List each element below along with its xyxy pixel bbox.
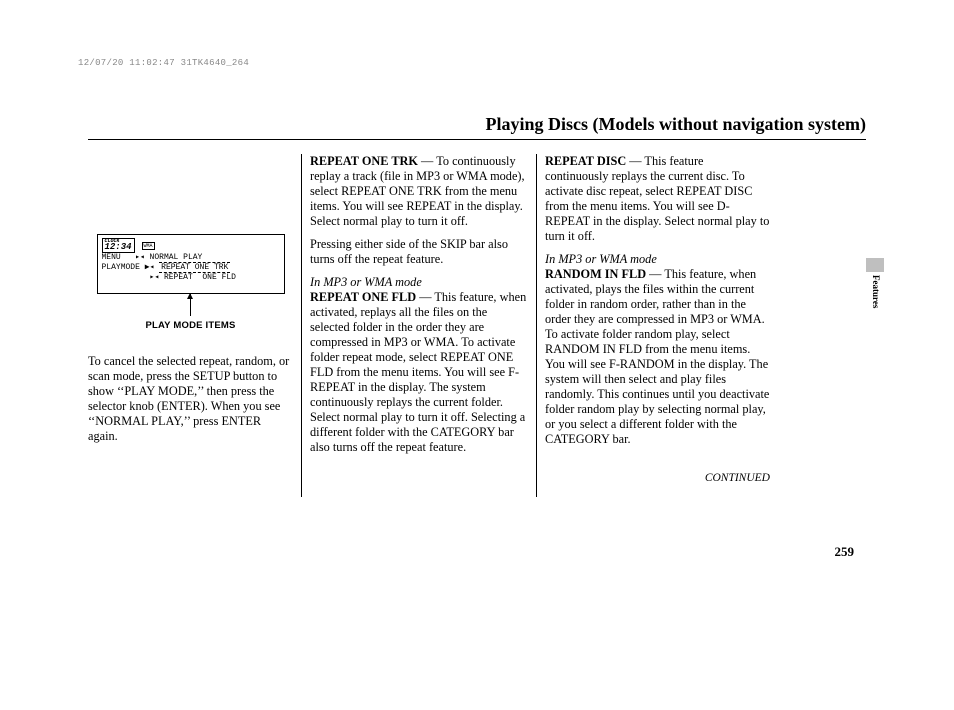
menu-highlight: REPEAT ONE TRK bbox=[159, 262, 230, 273]
column-2: REPEAT ONE TRK — To continuously replay … bbox=[301, 154, 536, 497]
display-figure: CLOCK12:34 WMA MENU ▸◂ NORMAL PLAY PLAYM… bbox=[88, 234, 293, 332]
col2-body3: — This feature, when activated, replays … bbox=[310, 290, 526, 454]
section-tab: Features bbox=[866, 258, 884, 318]
col3-body2: — This feature, when activated, plays th… bbox=[545, 267, 769, 446]
heading-random-in-fld: RANDOM IN FLD bbox=[545, 267, 646, 281]
col3-block2: RANDOM IN FLD — This feature, when activ… bbox=[545, 267, 770, 447]
callout-arrow bbox=[88, 294, 293, 316]
col2-block1: REPEAT ONE TRK — To continuously replay … bbox=[310, 154, 528, 229]
column-1: CLOCK12:34 WMA MENU ▸◂ NORMAL PLAY PLAYM… bbox=[88, 154, 301, 497]
heading-repeat-one-fld: REPEAT ONE FLD bbox=[310, 290, 416, 304]
column-3: REPEAT DISC — This feature continuously … bbox=[536, 154, 770, 497]
col3-block1: REPEAT DISC — This feature continuously … bbox=[545, 154, 770, 244]
page-number: 259 bbox=[835, 544, 855, 560]
heading-repeat-disc: REPEAT DISC bbox=[545, 154, 626, 168]
menu-label: MENU bbox=[102, 253, 121, 262]
col2-note1: In MP3 or WMA mode bbox=[310, 275, 528, 290]
figure-caption: PLAY MODE ITEMS bbox=[88, 320, 293, 332]
clock-time: 12:34 bbox=[105, 242, 132, 252]
menu-repeat-fld: REPEAT ONE FLD bbox=[164, 273, 236, 282]
playmode-label: PLAYMODE bbox=[102, 263, 140, 272]
clock-box: CLOCK12:34 bbox=[102, 238, 135, 253]
audio-display: CLOCK12:34 WMA MENU ▸◂ NORMAL PLAY PLAYM… bbox=[97, 234, 285, 294]
col1-para1: To cancel the selected repeat, random, o… bbox=[88, 354, 293, 444]
content-columns: CLOCK12:34 WMA MENU ▸◂ NORMAL PLAY PLAYM… bbox=[88, 154, 866, 497]
heading-repeat-one-trk: REPEAT ONE TRK bbox=[310, 154, 418, 168]
menu-normal-play: NORMAL PLAY bbox=[150, 253, 203, 262]
col2-body2: Pressing either side of the SKIP bar als… bbox=[310, 237, 528, 267]
manual-page: 12/07/20 11:02:47 31TK4640_264 Playing D… bbox=[0, 0, 954, 710]
col3-note1: In MP3 or WMA mode bbox=[545, 252, 770, 267]
format-badge: WMA bbox=[142, 242, 155, 250]
col2-block2: REPEAT ONE FLD — This feature, when acti… bbox=[310, 290, 528, 455]
header-timestamp: 12/07/20 11:02:47 31TK4640_264 bbox=[78, 58, 249, 68]
tab-label: Features bbox=[871, 275, 881, 308]
tab-marker bbox=[866, 258, 884, 272]
continued-label: CONTINUED bbox=[545, 471, 770, 485]
page-title: Playing Discs (Models without navigation… bbox=[88, 114, 866, 140]
